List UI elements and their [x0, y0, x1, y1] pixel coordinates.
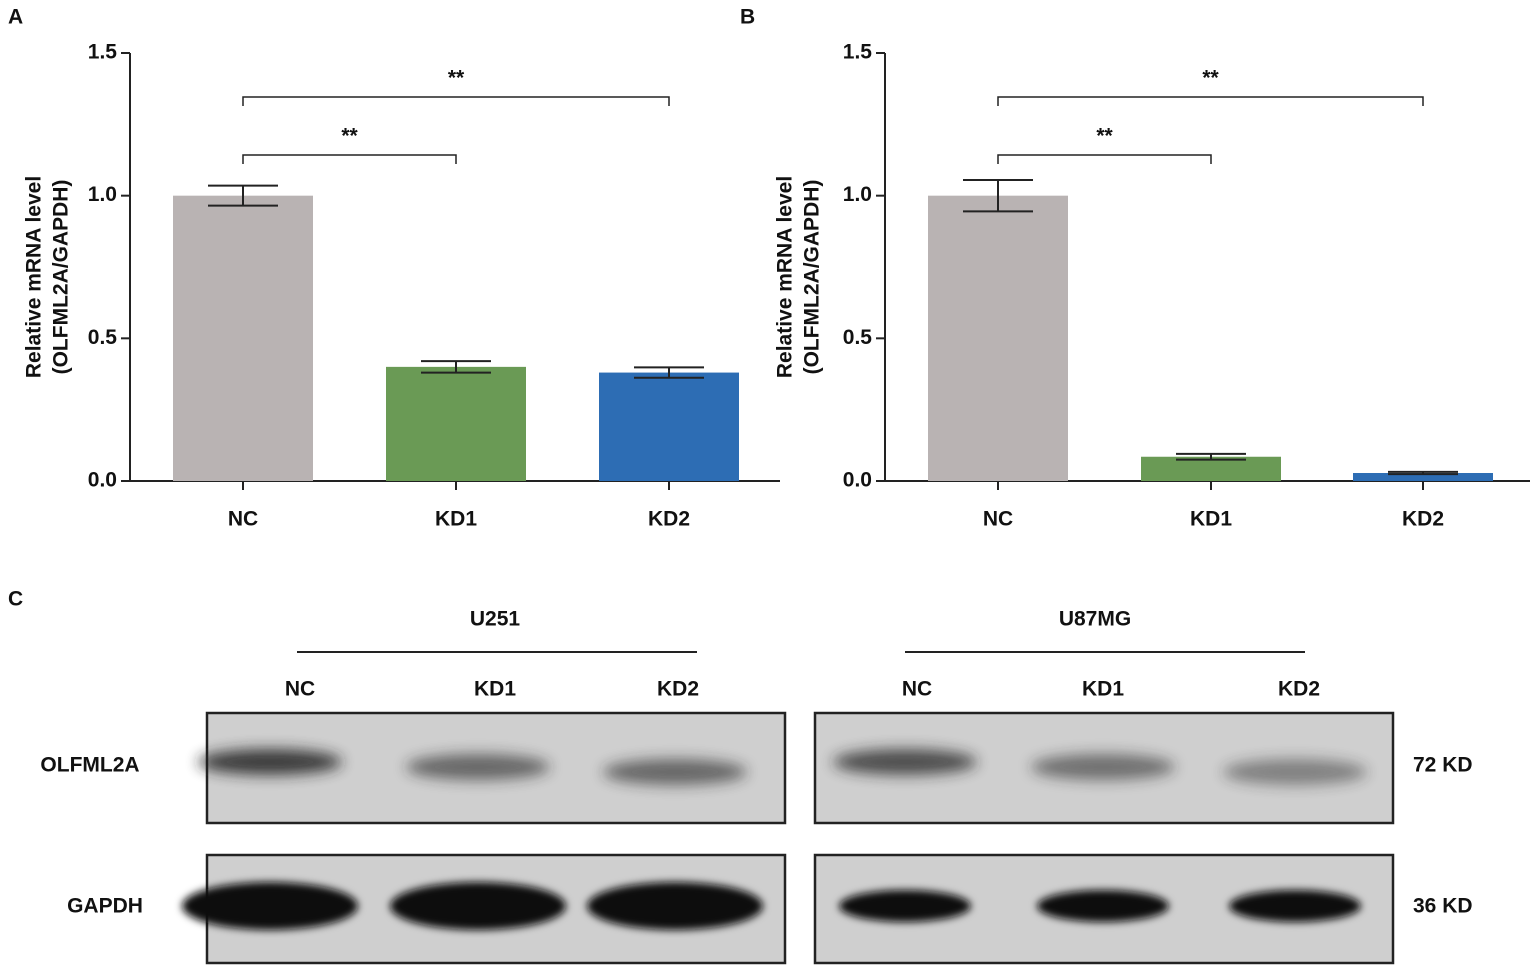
lane-label: KD1	[474, 678, 516, 701]
significance-bracket	[997, 154, 1212, 164]
y-tick-label: 1.5	[88, 41, 118, 64]
blot-band	[198, 749, 342, 775]
blot-band	[1223, 759, 1367, 785]
blot-band	[839, 890, 971, 922]
panel-label: C	[8, 588, 23, 611]
lane-label: NC	[285, 678, 315, 701]
size-label: 72 KD	[1413, 754, 1473, 777]
blot-band	[1229, 890, 1361, 922]
lane-label: KD1	[1082, 678, 1124, 701]
group-label: U87MG	[1059, 608, 1131, 631]
x-tick-label: KD2	[1402, 508, 1444, 531]
group-label: U251	[470, 608, 521, 631]
lane-label: NC	[902, 678, 932, 701]
error-bar	[208, 184, 278, 207]
significance-bracket	[242, 96, 670, 106]
y-axis-label: Relative mRNA level	[23, 176, 46, 378]
blot-band	[833, 749, 977, 775]
blot-band	[406, 754, 550, 780]
error-bar	[421, 360, 491, 374]
error-bar	[1388, 470, 1458, 476]
blot-band	[603, 759, 747, 785]
y-tick-label: 0.5	[843, 326, 873, 349]
bar	[928, 195, 1068, 481]
y-tick-label: 0.0	[843, 469, 872, 492]
blot-band	[1031, 754, 1175, 780]
error-bar	[634, 366, 704, 379]
significance-label: **	[1202, 67, 1219, 90]
bar	[386, 366, 526, 481]
y-axis-label: (OLFML2A/GAPDH)	[801, 180, 824, 375]
panel-label: A	[8, 6, 23, 29]
panel-label: B	[740, 6, 755, 29]
protein-label: GAPDH	[67, 895, 143, 918]
error-bar	[963, 178, 1033, 213]
bar	[1353, 473, 1493, 481]
blot-band	[1037, 890, 1169, 922]
error-bar	[1176, 452, 1246, 461]
y-tick-label: 0.5	[88, 326, 118, 349]
bar	[599, 372, 739, 481]
x-tick-label: KD1	[435, 508, 477, 531]
significance-label: **	[1096, 125, 1113, 148]
significance-bracket	[242, 154, 457, 164]
x-tick-label: KD1	[1190, 508, 1232, 531]
x-tick-label: NC	[983, 508, 1013, 531]
y-axis-label: Relative mRNA level	[774, 176, 797, 378]
lane-label: KD2	[657, 678, 699, 701]
blot-band	[182, 882, 358, 930]
blot-band	[587, 882, 763, 930]
protein-label: OLFML2A	[40, 754, 139, 777]
size-label: 36 KD	[1413, 895, 1473, 918]
blot-band	[390, 882, 566, 930]
bar	[1141, 456, 1281, 481]
y-axis-label: (OLFML2A/GAPDH)	[50, 180, 73, 375]
y-tick-label: 1.0	[88, 183, 117, 206]
x-tick-label: NC	[228, 508, 258, 531]
x-tick-label: KD2	[648, 508, 690, 531]
significance-bracket	[997, 96, 1424, 106]
y-tick-label: 1.5	[843, 41, 873, 64]
significance-label: **	[448, 67, 465, 90]
y-tick-label: 0.0	[88, 469, 117, 492]
lane-label: KD2	[1278, 678, 1320, 701]
y-tick-label: 1.0	[843, 183, 872, 206]
bar	[173, 195, 313, 481]
significance-label: **	[341, 125, 358, 148]
